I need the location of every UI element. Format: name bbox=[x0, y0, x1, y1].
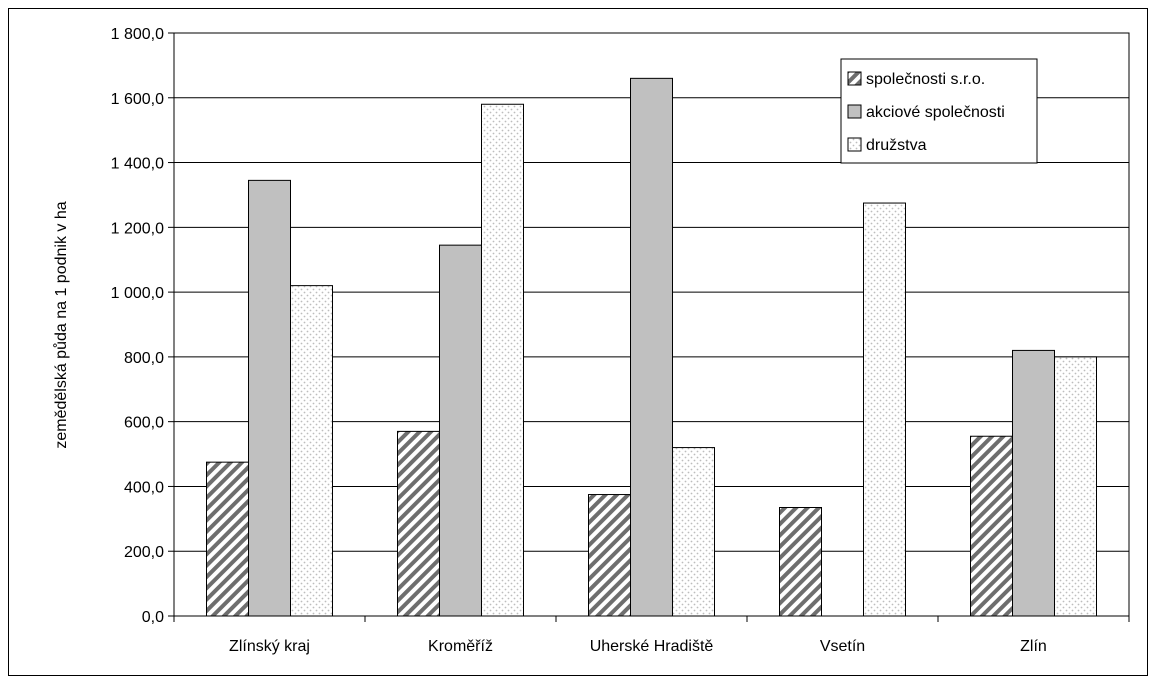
y-tick-label: 600,0 bbox=[124, 415, 164, 432]
x-tick-label: Uherské Hradiště bbox=[590, 638, 714, 655]
x-tick-label: Zlínský kraj bbox=[229, 638, 310, 655]
bar-druzstva bbox=[481, 103, 524, 617]
x-tick-label: Kroměříž bbox=[428, 638, 493, 655]
legend-label: družstva bbox=[866, 137, 927, 154]
bar-sro bbox=[206, 461, 249, 617]
plot-area-border bbox=[173, 32, 1130, 617]
y-axis-ticks: 0,0 200,0 400,0 600,0 800,0 1 000,0 1 200,0 1 4… bbox=[111, 26, 174, 626]
legend-swatch bbox=[847, 137, 862, 152]
y-tick-label: 1 200,0 bbox=[111, 220, 164, 237]
legend-label: akciové společnosti bbox=[866, 104, 1005, 121]
y-tick-label: 1 600,0 bbox=[111, 91, 164, 108]
y-tick-label: 1 800,0 bbox=[111, 26, 164, 43]
y-axis-label: zemědělská půda na 1 podnik v ha bbox=[52, 201, 70, 448]
legend-swatch bbox=[847, 104, 862, 119]
y-tick-label: 1 400,0 bbox=[111, 156, 164, 173]
y-tick-label: 200,0 bbox=[124, 544, 164, 561]
bar-druzstva bbox=[290, 285, 333, 617]
legend-swatch bbox=[847, 71, 862, 86]
bar-sro bbox=[397, 430, 440, 617]
legend: společnosti s.r.o. akciové společnosti dru… bbox=[840, 58, 1038, 164]
bars bbox=[206, 77, 1097, 617]
bar-sro bbox=[779, 506, 822, 617]
y-tick-label: 0,0 bbox=[142, 609, 164, 626]
bar-druzstva bbox=[672, 447, 715, 617]
x-tick-label: Vsetín bbox=[820, 638, 865, 655]
legend-label: společnosti s.r.o. bbox=[866, 71, 985, 88]
y-tick-label: 1 000,0 bbox=[111, 285, 164, 302]
bar-sro bbox=[588, 494, 631, 617]
x-tick-label: Zlín bbox=[1020, 638, 1047, 655]
bar-akciove-spolecnosti bbox=[439, 244, 482, 617]
bar-akciove-spolecnosti bbox=[630, 77, 673, 617]
bar-druzstva bbox=[863, 202, 906, 617]
bar-akciove-spolecnosti bbox=[248, 179, 291, 617]
y-tick-label: 800,0 bbox=[124, 350, 164, 367]
bar-akciove-spolecnosti bbox=[1012, 349, 1055, 617]
bar-sro bbox=[970, 435, 1013, 617]
y-tick-label: 400,0 bbox=[124, 479, 164, 496]
x-axis-ticks: Zlínský kraj Kroměříž Uherské Hradiště Vset… bbox=[173, 616, 1130, 655]
bar-druzstva bbox=[1054, 356, 1097, 617]
legend-box bbox=[840, 58, 1038, 164]
